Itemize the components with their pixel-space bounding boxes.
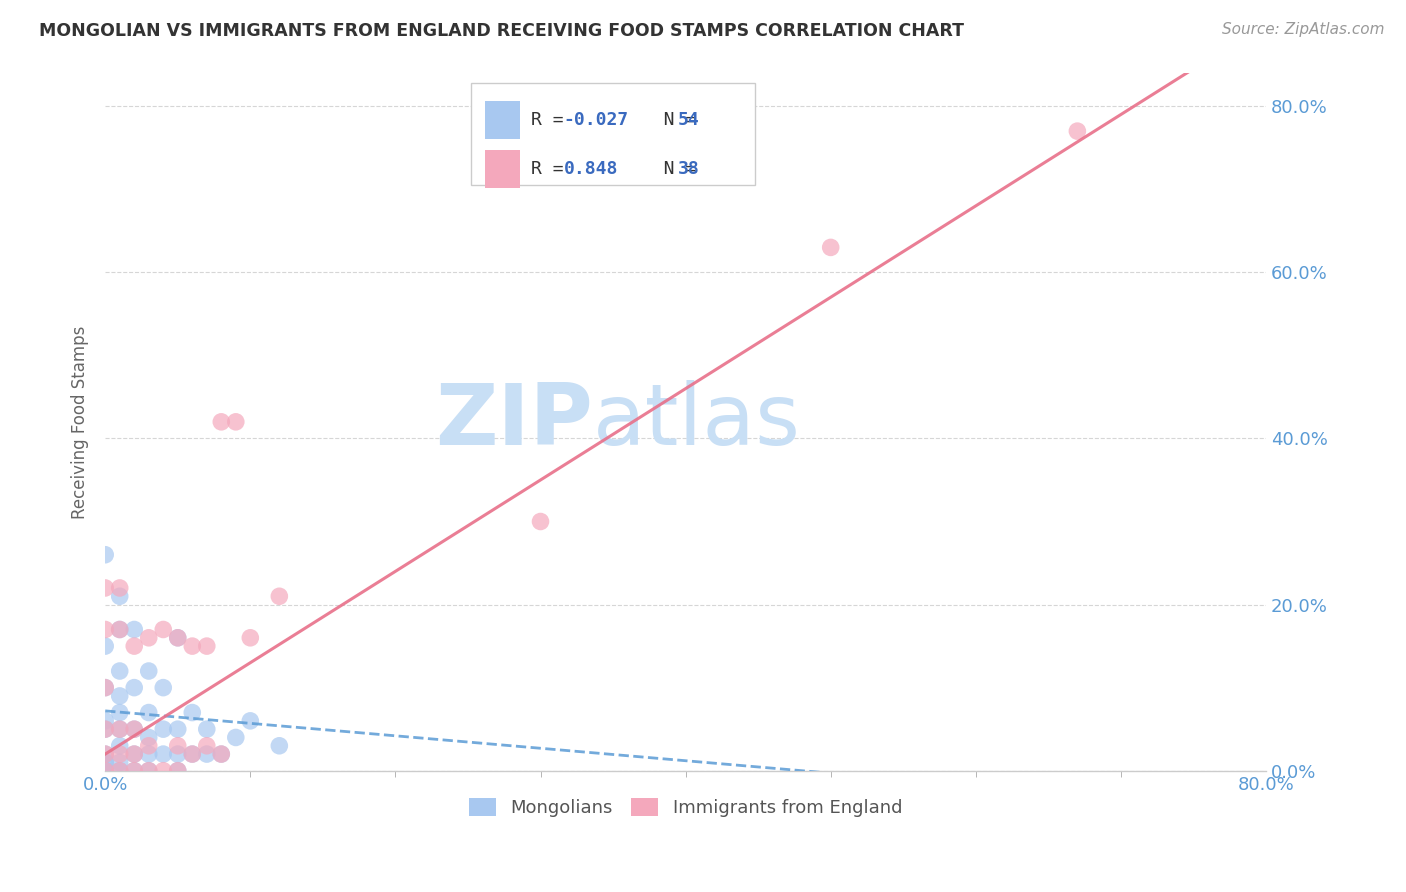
Point (209, 415, 232, 429)
Point (138, 631, 160, 645)
Point (152, 681, 174, 695)
Point (269, 739, 291, 753)
Point (122, 639, 145, 653)
Point (94, 714, 117, 728)
Point (138, 739, 160, 753)
Point (122, 747, 145, 761)
Point (195, 739, 218, 753)
Point (94, 681, 117, 695)
Point (94, 756, 117, 770)
Point (181, 639, 204, 653)
Point (94, 581, 117, 595)
Point (122, 722, 145, 736)
Point (138, 764, 160, 778)
Point (122, 623, 145, 637)
Point (225, 415, 247, 429)
Point (166, 631, 188, 645)
Point (152, 623, 174, 637)
Point (94, 764, 117, 778)
Point (166, 764, 188, 778)
Point (138, 664, 160, 678)
Point (152, 722, 174, 736)
Point (122, 681, 145, 695)
Y-axis label: Receiving Food Stamps: Receiving Food Stamps (72, 326, 89, 518)
Point (94, 623, 117, 637)
Point (138, 706, 160, 720)
Point (94, 681, 117, 695)
Legend: Mongolians, Immigrants from England: Mongolians, Immigrants from England (463, 790, 910, 824)
Text: ZIP: ZIP (434, 380, 593, 463)
Point (122, 722, 145, 736)
Text: -0.027: -0.027 (564, 112, 628, 129)
Point (225, 731, 247, 745)
Point (94, 639, 117, 653)
FancyBboxPatch shape (471, 84, 755, 185)
Point (94, 764, 117, 778)
Point (138, 747, 160, 761)
Point (94, 756, 117, 770)
Point (108, 623, 131, 637)
Text: R =: R = (531, 112, 575, 129)
Point (94, 722, 117, 736)
Point (152, 764, 174, 778)
Point (166, 631, 188, 645)
Point (209, 747, 232, 761)
Point (108, 764, 131, 778)
Point (181, 747, 204, 761)
Point (94, 722, 117, 736)
Point (108, 664, 131, 678)
Point (122, 764, 145, 778)
Point (195, 639, 218, 653)
Point (108, 739, 131, 753)
Point (108, 722, 131, 736)
Point (166, 764, 188, 778)
FancyBboxPatch shape (485, 101, 520, 139)
Text: N =: N = (631, 112, 707, 129)
Point (108, 764, 131, 778)
Point (108, 581, 131, 595)
Point (108, 706, 131, 720)
Point (94, 764, 117, 778)
Point (269, 589, 291, 603)
Point (195, 722, 218, 736)
Point (181, 706, 204, 720)
Point (108, 722, 131, 736)
Point (166, 722, 188, 736)
Point (239, 631, 262, 645)
Text: Source: ZipAtlas.com: Source: ZipAtlas.com (1222, 22, 1385, 37)
Point (181, 747, 204, 761)
Text: 54: 54 (678, 112, 699, 129)
Point (195, 747, 218, 761)
Point (94, 764, 117, 778)
Point (108, 623, 131, 637)
Point (138, 764, 160, 778)
FancyBboxPatch shape (485, 150, 520, 188)
Text: 0.848: 0.848 (564, 160, 619, 178)
Point (152, 747, 174, 761)
Text: 38: 38 (678, 160, 699, 178)
Point (108, 756, 131, 770)
Text: atlas: atlas (593, 380, 801, 463)
Point (94, 764, 117, 778)
Point (138, 731, 160, 745)
Point (94, 548, 117, 562)
Point (122, 747, 145, 761)
Point (108, 589, 131, 603)
Text: N =: N = (631, 160, 707, 178)
Point (1066, 124, 1088, 138)
Point (239, 714, 262, 728)
Point (94, 764, 117, 778)
Point (209, 747, 232, 761)
Point (108, 689, 131, 703)
Point (94, 747, 117, 761)
Point (94, 747, 117, 761)
Point (166, 739, 188, 753)
Point (122, 764, 145, 778)
Point (108, 747, 131, 761)
Point (166, 747, 188, 761)
Point (820, 240, 842, 254)
Text: R =: R = (531, 160, 585, 178)
Text: MONGOLIAN VS IMMIGRANTS FROM ENGLAND RECEIVING FOOD STAMPS CORRELATION CHART: MONGOLIAN VS IMMIGRANTS FROM ENGLAND REC… (39, 22, 965, 40)
Point (529, 515, 551, 529)
